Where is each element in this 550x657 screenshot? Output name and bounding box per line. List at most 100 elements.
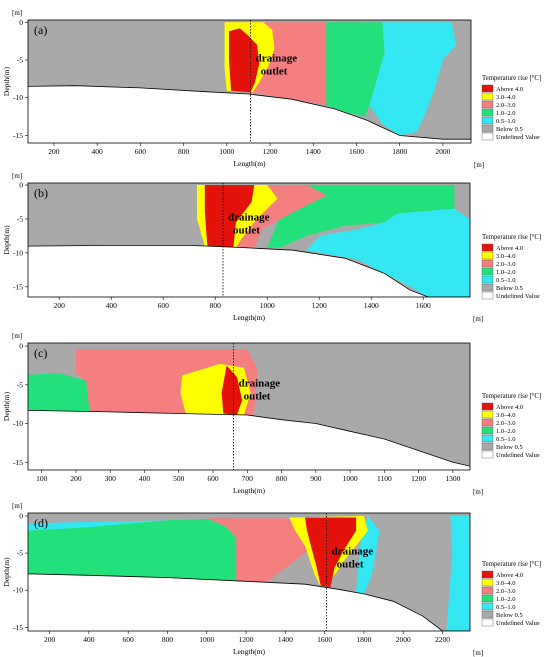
legend-swatch — [481, 275, 494, 284]
legend-title: Temperature rise [°C] — [482, 75, 541, 82]
legend-entry-label: Undefined Value — [496, 452, 540, 459]
legend-entry-label: 2.0–3.0 — [496, 588, 516, 595]
legend-entry-label: Above 4.0 — [496, 572, 523, 579]
x-tick-label: 700 — [242, 474, 254, 483]
x-tick-label: 1100 — [377, 474, 392, 483]
legend-entry-label: 0.5–1.0 — [496, 604, 516, 611]
legend-swatch — [481, 570, 494, 579]
y-tick-label: -10 — [13, 248, 23, 257]
legend-swatch — [481, 602, 494, 611]
x-tick-label: 1200 — [312, 301, 327, 310]
y-unit-label: [m] — [12, 172, 22, 180]
y-tick-label: -10 — [13, 419, 23, 428]
y-axis-title: Depth(m) — [2, 557, 11, 587]
x-tick-label: 400 — [92, 147, 104, 156]
x-tick-label: 1800 — [392, 147, 407, 156]
x-tick-label: 2000 — [435, 147, 450, 156]
outlet-label: drainage — [239, 377, 281, 389]
legend-swatch — [481, 410, 494, 419]
legend-swatch — [481, 586, 494, 595]
y-tick-label: -15 — [13, 131, 23, 140]
x-tick-label: 300 — [105, 474, 117, 483]
x-tick-label: 600 — [123, 635, 135, 644]
outlet-label: drainage — [256, 53, 298, 65]
chart-panel: 200 400 600 800 1000 1200 1400 1600 0 -5 -10 -15 [m]… — [2, 172, 541, 323]
x-tick-label: 500 — [173, 474, 185, 483]
x-tick-label: 1000 — [219, 147, 234, 156]
x-tick-label: 1000 — [199, 635, 214, 644]
plot-frame — [27, 19, 472, 144]
legend-entry-label: Below 0.5 — [496, 285, 523, 292]
legend-entry-label: 0.5–1.0 — [496, 118, 516, 125]
undefined-region — [28, 573, 470, 631]
plot-area — [28, 20, 471, 143]
plot-area — [28, 343, 470, 470]
legend-swatch — [481, 259, 494, 268]
y-unit-label: [m] — [12, 332, 22, 340]
legend-swatch — [481, 618, 494, 627]
x-tick-label: 400 — [83, 635, 95, 644]
legend-entry-label: Undefined Value — [496, 293, 540, 300]
x-axis-title: Length(m) — [233, 159, 266, 168]
legend-swatch — [481, 578, 494, 587]
x-axis-title: Length(m) — [233, 647, 266, 656]
y-tick-label: -10 — [13, 586, 23, 595]
legend-swatch — [481, 124, 494, 133]
y-tick-label: 0 — [19, 18, 23, 27]
x-unit-label: [m] — [473, 488, 483, 496]
legend-entry-label: Undefined Value — [496, 134, 540, 141]
x-tick-label: 800 — [162, 635, 174, 644]
x-tick-label: 600 — [158, 301, 170, 310]
y-tick-label: -15 — [13, 282, 23, 291]
legend-swatch — [481, 132, 494, 141]
legend-title: Temperature rise [°C] — [482, 234, 541, 241]
legend-swatch — [481, 434, 494, 443]
legend-entry-label: 1.0–2.0 — [496, 428, 516, 435]
x-axis-title: Length(m) — [233, 313, 266, 322]
temperature-zone — [229, 28, 260, 93]
x-tick-label: 800 — [210, 301, 222, 310]
legend-swatch — [481, 243, 494, 252]
legend-swatch — [481, 442, 494, 451]
x-tick-label: 800 — [178, 147, 190, 156]
legend-entry-label: 0.5–1.0 — [496, 436, 516, 443]
temperature-zone — [326, 22, 385, 117]
y-tick-label: -5 — [17, 549, 23, 558]
outlet-label: outlet — [244, 390, 271, 402]
temperature-zone — [305, 517, 357, 588]
legend-entry-label: Above 4.0 — [496, 245, 523, 252]
x-tick-label: 200 — [48, 147, 60, 156]
legend-entry-label: Undefined Value — [496, 620, 540, 627]
legend-entry-label: 3.0–4.0 — [496, 580, 516, 587]
x-tick-label: 200 — [70, 474, 82, 483]
temperature-zone — [28, 373, 90, 413]
outlet-label: outlet — [337, 559, 364, 571]
legend-swatch — [481, 291, 494, 300]
y-tick-label: -5 — [17, 380, 23, 389]
panel-label: (b) — [34, 186, 48, 200]
x-tick-label: 1200 — [411, 474, 426, 483]
legend-entry-label: 1.0–2.0 — [496, 596, 516, 603]
legend-swatch — [481, 116, 494, 125]
legend-entry-label: 2.0–3.0 — [496, 420, 516, 427]
legend-swatch — [481, 100, 494, 109]
x-axis-title: Length(m) — [233, 486, 266, 495]
legend-swatch — [481, 450, 494, 459]
legend-entry-label: 1.0–2.0 — [496, 269, 516, 276]
temperature-zone — [206, 518, 315, 583]
chart-panel: 100 200 300 400 500 600 700 800 900 1000 1100 1200 1… — [2, 332, 541, 496]
temperature-zone — [369, 22, 456, 136]
outlet-label: drainage — [228, 211, 270, 223]
x-tick-label: 1000 — [343, 474, 358, 483]
legend-entry-label: 1.0–2.0 — [496, 110, 516, 117]
y-tick-label: 0 — [19, 511, 23, 520]
x-tick-label: 1000 — [260, 301, 275, 310]
legend-entry-label: 3.0–4.0 — [496, 412, 516, 419]
plot-area — [28, 183, 470, 297]
x-tick-label: 1600 — [317, 635, 332, 644]
outlet-label: outlet — [261, 66, 288, 78]
x-tick-label: 900 — [310, 474, 322, 483]
temperature-zone — [306, 208, 470, 297]
y-unit-label: [m] — [12, 502, 22, 510]
y-axis-title: Depth(m) — [2, 225, 11, 255]
